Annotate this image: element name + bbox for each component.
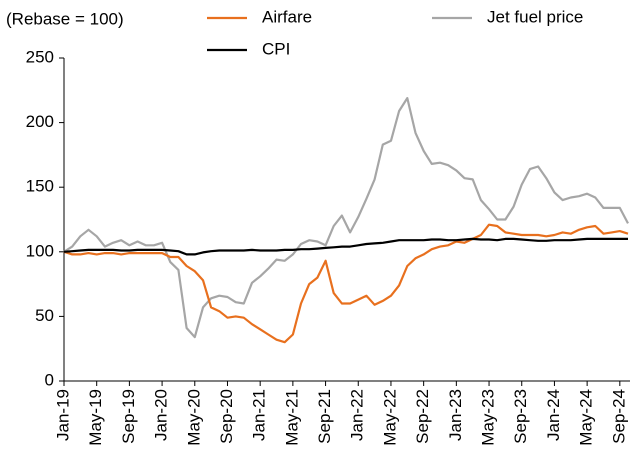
x-tick-label: Jan-22 <box>348 389 367 441</box>
x-tick-label: May-21 <box>282 389 301 446</box>
x-tick-label: Jan-19 <box>53 389 72 441</box>
x-tick-label: Jan-20 <box>152 389 171 441</box>
x-tick-label: Sep-24 <box>609 389 628 444</box>
y-tick-label: 100 <box>26 241 54 260</box>
x-tick-label: Sep-23 <box>511 389 530 444</box>
x-tick-label: Sep-21 <box>315 389 334 444</box>
x-tick-label: Jan-23 <box>446 389 465 441</box>
legend-label: Airfare <box>262 7 312 26</box>
x-tick-label: Jan-24 <box>544 389 563 441</box>
x-tick-label: Sep-19 <box>119 389 138 444</box>
legend-label: CPI <box>262 39 290 58</box>
x-tick-label: May-22 <box>380 389 399 446</box>
series-line <box>63 237 628 256</box>
y-tick-label: 150 <box>26 177 54 196</box>
y-tick-label: 250 <box>26 47 54 66</box>
legend-label: Jet fuel price <box>487 7 583 26</box>
x-tick-label: Jan-21 <box>250 389 269 441</box>
x-tick-label: May-20 <box>184 389 203 446</box>
x-tick-label: May-23 <box>479 389 498 446</box>
y-tick-label: 0 <box>45 370 54 389</box>
series-line <box>63 223 629 344</box>
series-line <box>63 97 629 339</box>
y-axis-title: (Rebase = 100) <box>6 9 124 28</box>
y-tick-label: 200 <box>26 112 54 131</box>
x-tick-label: May-24 <box>577 389 596 446</box>
x-tick-label: May-19 <box>86 389 105 446</box>
x-tick-label: Sep-22 <box>413 389 432 444</box>
y-tick-label: 50 <box>35 306 54 325</box>
x-tick-label: Sep-20 <box>217 389 236 444</box>
